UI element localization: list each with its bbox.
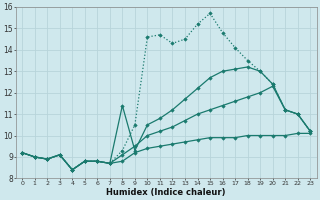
X-axis label: Humidex (Indice chaleur): Humidex (Indice chaleur): [107, 188, 226, 197]
